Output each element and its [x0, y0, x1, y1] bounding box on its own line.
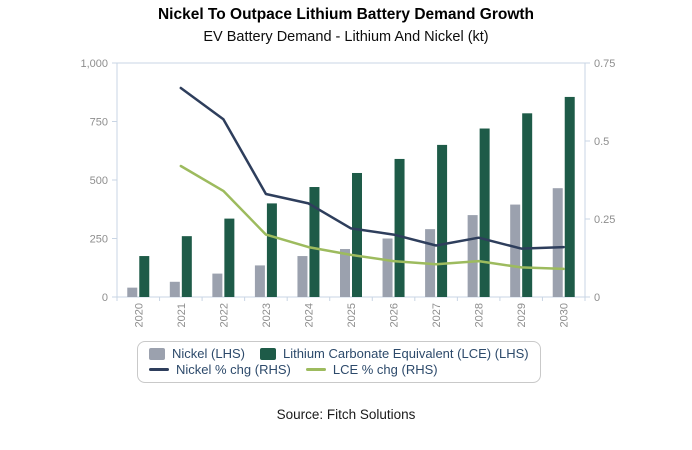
- chart-title: Nickel To Outpace Lithium Battery Demand…: [157, 6, 535, 23]
- x-axis-category-label: 2023: [261, 303, 273, 327]
- right-axis-tick-label: 0: [594, 292, 600, 304]
- left-axis-tick-label: 0: [102, 292, 108, 304]
- bar-lce-2023: [266, 203, 277, 297]
- x-axis-category-label: 2025: [346, 303, 358, 327]
- bar-lce-2029: [522, 113, 533, 297]
- left-axis-tick-label: 250: [90, 234, 108, 246]
- legend-item: Nickel % chg (RHS): [149, 362, 291, 377]
- x-axis-category-label: 2020: [133, 303, 145, 327]
- bar-nickel-2023: [254, 265, 265, 297]
- legend-label: LCE % chg (RHS): [332, 362, 438, 377]
- bar-nickel-2030: [552, 188, 563, 297]
- left-axis-tick-label: 500: [90, 175, 108, 187]
- right-axis-tick-label: 0.25: [594, 214, 615, 226]
- bar-nickel-2025: [340, 249, 350, 297]
- legend-label: Nickel (LHS): [172, 346, 245, 361]
- x-axis-category-label: 2021: [176, 303, 188, 327]
- left-axis-tick-label: 750: [90, 117, 108, 129]
- x-axis-category-label: 2026: [389, 303, 401, 327]
- x-axis-category-label: 2022: [218, 303, 230, 327]
- bar-nickel-2024: [297, 256, 308, 297]
- chart-subtitle: EV Battery Demand - Lithium And Nickel (…: [203, 29, 489, 45]
- bar-nickel-2029: [510, 204, 521, 297]
- bar-lce-2020: [139, 256, 150, 297]
- x-axis-category-label: 2030: [559, 303, 571, 327]
- legend-row: Nickel (LHS) Lithium Carbonate Equivalent…: [149, 346, 529, 361]
- legend-label: Nickel % chg (RHS): [176, 362, 291, 377]
- legend-line-swatch-icon: [149, 368, 169, 371]
- legend-label: Lithium Carbonate Equivalent (LCE) (LHS): [282, 346, 529, 361]
- legend-row: Nickel % chg (RHS) LCE % chg (RHS): [149, 362, 529, 377]
- source-note: Source: Fitch Solutions: [276, 407, 416, 422]
- right-axis-tick-label: 0.5: [594, 136, 609, 148]
- legend-item: Lithium Carbonate Equivalent (LCE) (LHS): [259, 346, 529, 361]
- line-nickel-pct-chg: [179, 86, 565, 250]
- bar-lce-2026: [394, 158, 405, 297]
- x-axis-category-label: 2027: [431, 303, 443, 327]
- right-axis-tick-label: 0.75: [594, 58, 615, 70]
- x-axis-category-label: 2029: [516, 303, 528, 327]
- bar-nickel-2028: [467, 215, 478, 297]
- bar-lce-2021: [181, 236, 192, 297]
- x-axis-category-label: 2028: [474, 303, 486, 327]
- bar-lce-2030: [564, 96, 575, 298]
- chart-legend: Nickel (LHS) Lithium Carbonate Equivalent…: [137, 341, 541, 383]
- bar-nickel-2022: [212, 273, 223, 297]
- legend-bar-swatch-icon: [259, 347, 276, 360]
- bar-nickel-2020: [127, 287, 138, 297]
- bar-nickel-2021: [169, 281, 180, 297]
- x-axis-category-label: 2024: [303, 303, 315, 327]
- bar-lce-2022: [224, 218, 235, 297]
- legend-item: Nickel (LHS): [149, 346, 245, 361]
- bar-lce-2024: [309, 187, 320, 297]
- legend-bar-swatch-icon: [149, 347, 165, 360]
- bar-lce-2025: [352, 172, 362, 297]
- line-lce-pct-chg: [179, 164, 565, 271]
- bar-lce-2027: [437, 144, 448, 297]
- bar-nickel-2026: [382, 238, 393, 297]
- legend-item: LCE % chg (RHS): [305, 362, 438, 377]
- left-axis-tick-label: 1,000: [80, 58, 108, 70]
- legend-line-swatch-icon: [305, 368, 326, 371]
- bar-lce-2028: [479, 128, 490, 297]
